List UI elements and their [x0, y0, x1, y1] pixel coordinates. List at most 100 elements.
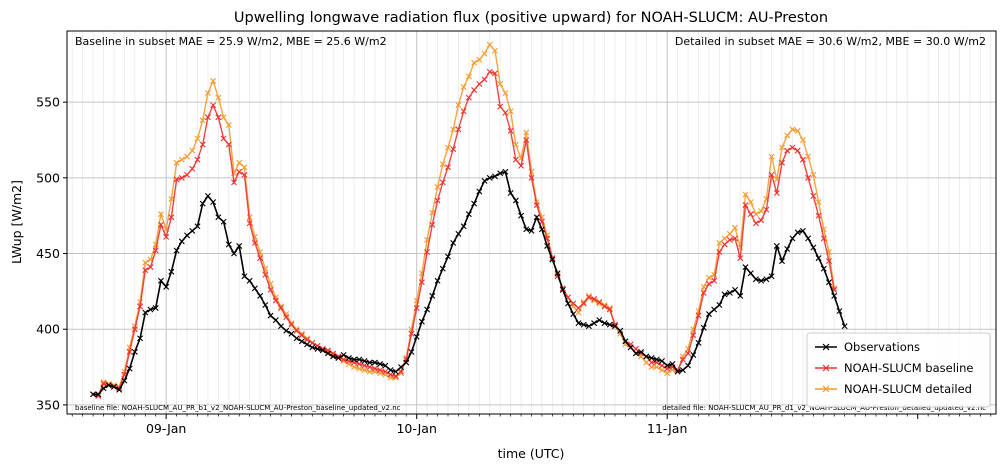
- data-point-marker: [204, 114, 211, 121]
- data-point-marker: [742, 202, 749, 209]
- data-point-marker: [298, 332, 305, 339]
- data-point-marker: [398, 370, 405, 377]
- data-point-marker: [298, 330, 305, 337]
- data-point-marker: [486, 174, 493, 181]
- data-point-marker: [460, 223, 467, 230]
- data-point-marker: [288, 330, 295, 337]
- data-point-marker: [257, 292, 264, 299]
- data-point-marker: [726, 289, 733, 296]
- data-point-marker: [643, 359, 650, 366]
- series-noah-slucm-detailed: [90, 41, 838, 399]
- data-point-marker: [711, 277, 718, 284]
- data-point-marker: [178, 156, 185, 163]
- data-point-marker: [126, 365, 133, 372]
- x-axis: 09-Jan 10-Jan 11-Jan: [71, 414, 992, 436]
- data-point-marker: [794, 229, 801, 236]
- data-point-marker: [377, 361, 384, 368]
- data-point-marker: [721, 241, 728, 248]
- data-point-marker: [711, 306, 718, 313]
- legend: Observations NOAH-SLUCM baseline NOAH-SLUC…: [806, 332, 991, 408]
- data-point-marker: [366, 368, 373, 375]
- data-point-marker: [371, 365, 378, 372]
- data-point-marker: [544, 242, 551, 249]
- data-point-marker: [758, 208, 765, 215]
- data-point-marker: [371, 359, 378, 366]
- data-point-marker: [324, 350, 331, 357]
- data-point-marker: [131, 326, 138, 333]
- data-point-marker: [575, 305, 582, 312]
- data-point-marker: [805, 174, 812, 181]
- data-point-marker: [512, 197, 519, 204]
- data-point-marker: [779, 144, 786, 151]
- minor-gridlines: [71, 31, 992, 414]
- data-point-marker: [565, 300, 572, 307]
- y-tick-label: 400: [36, 322, 60, 337]
- data-point-marker: [147, 264, 154, 271]
- data-point-marker: [163, 233, 170, 240]
- data-point-marker: [408, 330, 415, 337]
- data-point-marker: [460, 84, 467, 91]
- data-point-marker: [231, 179, 237, 186]
- data-point-marker: [747, 270, 754, 277]
- data-point-marker: [815, 212, 822, 219]
- data-point-marker: [293, 326, 300, 333]
- chart-title: Upwelling longwave radiation flux (posit…: [234, 10, 828, 26]
- data-point-marker: [700, 289, 707, 296]
- data-point-marker: [382, 368, 389, 375]
- data-point-marker: [204, 90, 211, 97]
- data-point-marker: [653, 364, 660, 371]
- data-point-marker: [486, 41, 493, 48]
- data-point-marker: [779, 258, 786, 265]
- data-point-marker: [110, 383, 117, 390]
- data-point-marker: [387, 371, 394, 378]
- data-point-marker: [246, 220, 253, 227]
- data-point-marker: [763, 276, 770, 283]
- baseline-file-annotation: baseline file: NOAH-SLUCM_AU_PR_b1_v2_NO…: [75, 404, 401, 412]
- data-point-marker: [481, 76, 488, 83]
- data-point-marker: [450, 239, 457, 246]
- data-point-marker: [220, 135, 227, 142]
- data-point-marker: [533, 202, 540, 209]
- legend-marker: [822, 343, 830, 351]
- data-point-marker: [309, 339, 316, 346]
- legend-box: [806, 332, 991, 408]
- data-point-marker: [528, 227, 535, 234]
- data-point-marker: [705, 274, 712, 281]
- data-point-marker: [460, 108, 467, 115]
- data-point-marker: [178, 174, 185, 181]
- data-point-marker: [116, 386, 123, 393]
- data-point-marker: [288, 321, 295, 328]
- series-layer: [90, 41, 848, 399]
- data-point-marker: [669, 361, 676, 368]
- data-point-marker: [345, 354, 352, 361]
- data-point-marker: [445, 253, 451, 260]
- data-point-marker: [773, 189, 780, 196]
- data-point-marker: [648, 364, 655, 371]
- x-tick-label: 09-Jan: [146, 421, 186, 436]
- data-point-marker: [413, 305, 420, 312]
- series-line: [92, 71, 835, 397]
- data-point-marker: [580, 300, 587, 307]
- data-point-marker: [523, 226, 530, 233]
- data-point-marker: [648, 354, 655, 361]
- data-point-marker: [398, 364, 405, 371]
- data-point-marker: [147, 306, 154, 313]
- data-point-marker: [716, 239, 723, 246]
- data-point-marker: [732, 286, 739, 293]
- data-point-marker: [826, 258, 832, 265]
- data-point-marker: [157, 221, 164, 228]
- data-point-marker: [194, 135, 201, 142]
- data-point-marker: [596, 298, 603, 305]
- data-point-marker: [752, 211, 759, 218]
- data-point-marker: [826, 279, 832, 286]
- data-point-marker: [236, 168, 243, 175]
- series-observations: [90, 168, 848, 398]
- data-point-marker: [241, 171, 248, 178]
- data-point-marker: [137, 335, 144, 342]
- data-point-marker: [815, 255, 822, 262]
- data-point-marker: [220, 114, 227, 121]
- data-point-marker: [632, 350, 639, 357]
- data-point-marker: [779, 159, 786, 166]
- data-point-marker: [361, 367, 368, 374]
- data-point-marker: [199, 200, 206, 207]
